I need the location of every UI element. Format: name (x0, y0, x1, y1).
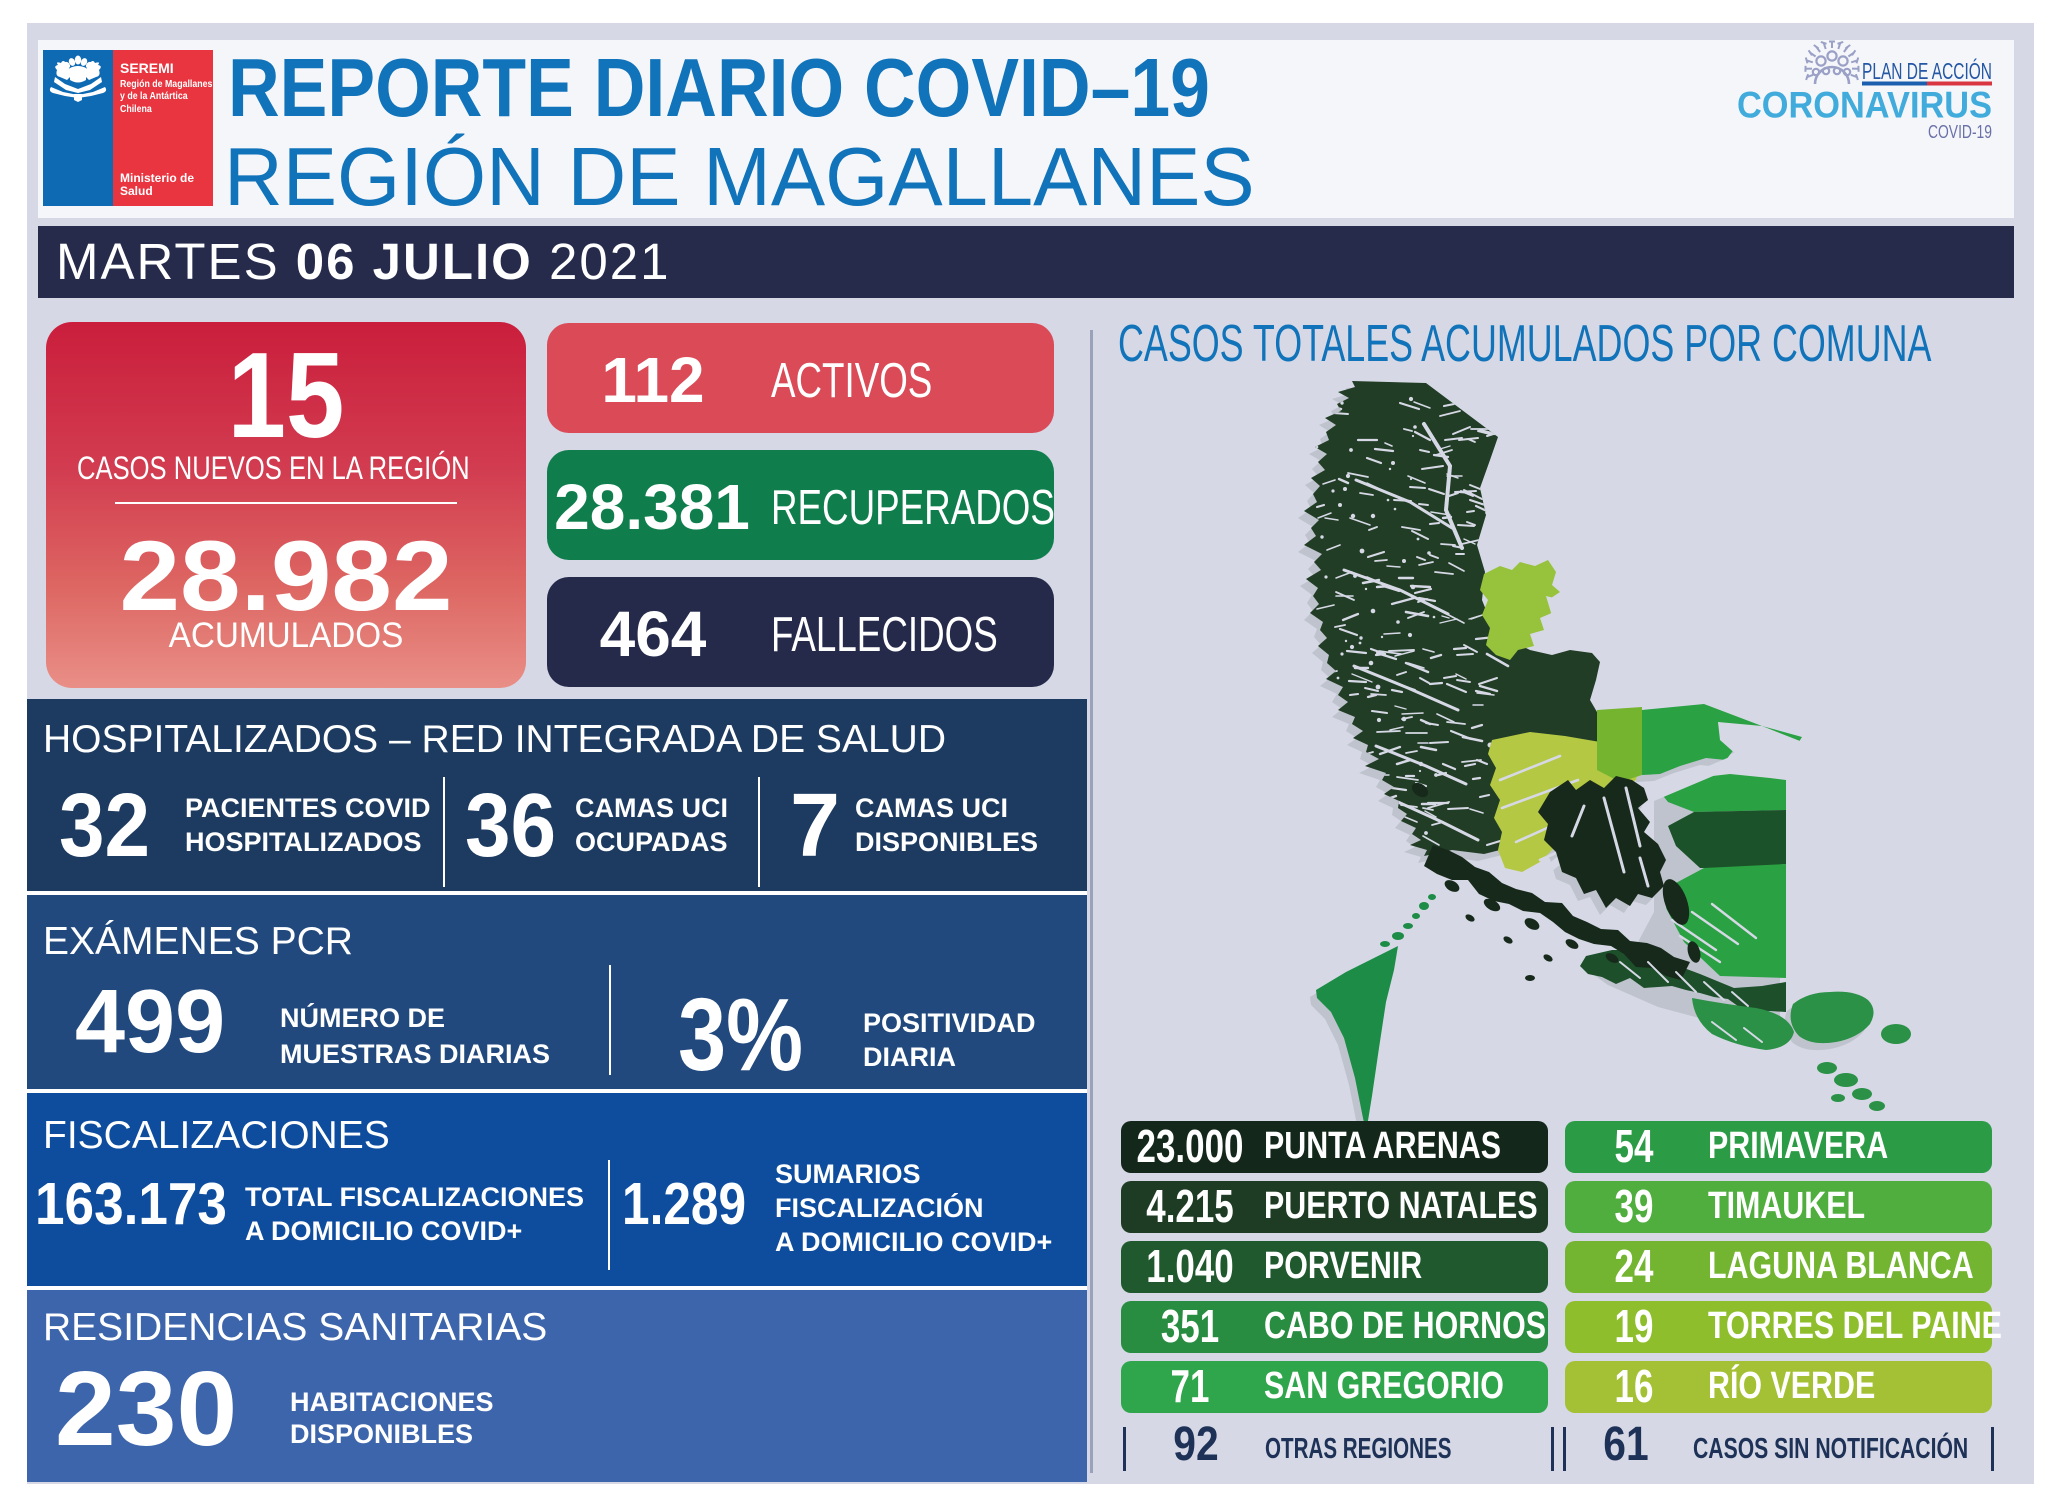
svg-text:PLAN DE ACCIÓN: PLAN DE ACCIÓN (1862, 58, 1992, 84)
svg-text:CORONAVIRUS: CORONAVIRUS (1737, 85, 1992, 126)
svg-text:COVID-19: COVID-19 (1928, 122, 1992, 142)
